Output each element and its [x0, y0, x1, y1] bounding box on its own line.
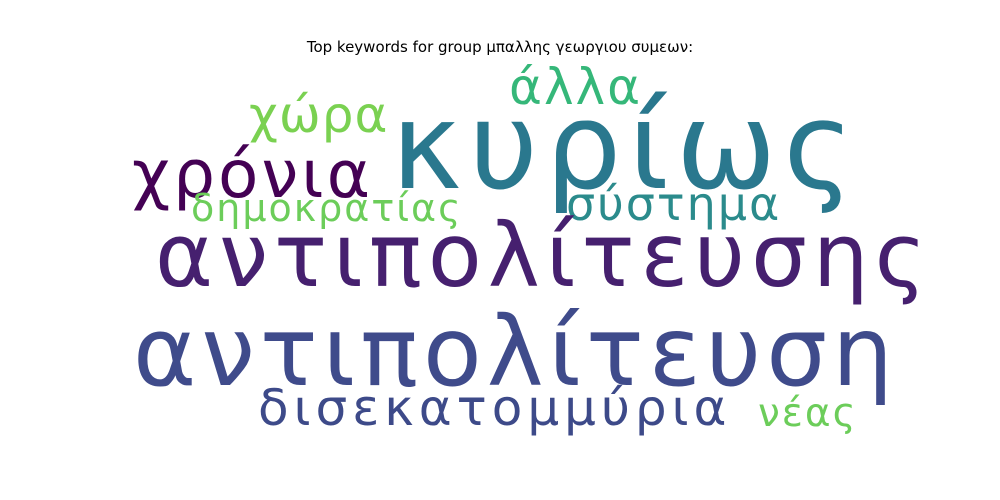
word-dimokratias: δημοκρατίας [191, 186, 463, 230]
word-alla: άλλα [509, 58, 643, 116]
figure-title: Top keywords for group μπαλλης γεωργιου … [306, 38, 694, 56]
word-xwra: χώρα [249, 86, 389, 144]
word-xronia: χρόνια [132, 136, 374, 213]
word-neas: νέας [758, 391, 858, 436]
word-kyriws: κυρίως [391, 78, 861, 217]
word-antipoliteusis: αντιπολίτευσης [155, 204, 933, 307]
word-antipoliteusi: αντιπολίτευση [133, 296, 898, 408]
word-diseka: δισεκατομμύρια [258, 379, 732, 437]
word-systima: σύστημα [566, 177, 782, 231]
